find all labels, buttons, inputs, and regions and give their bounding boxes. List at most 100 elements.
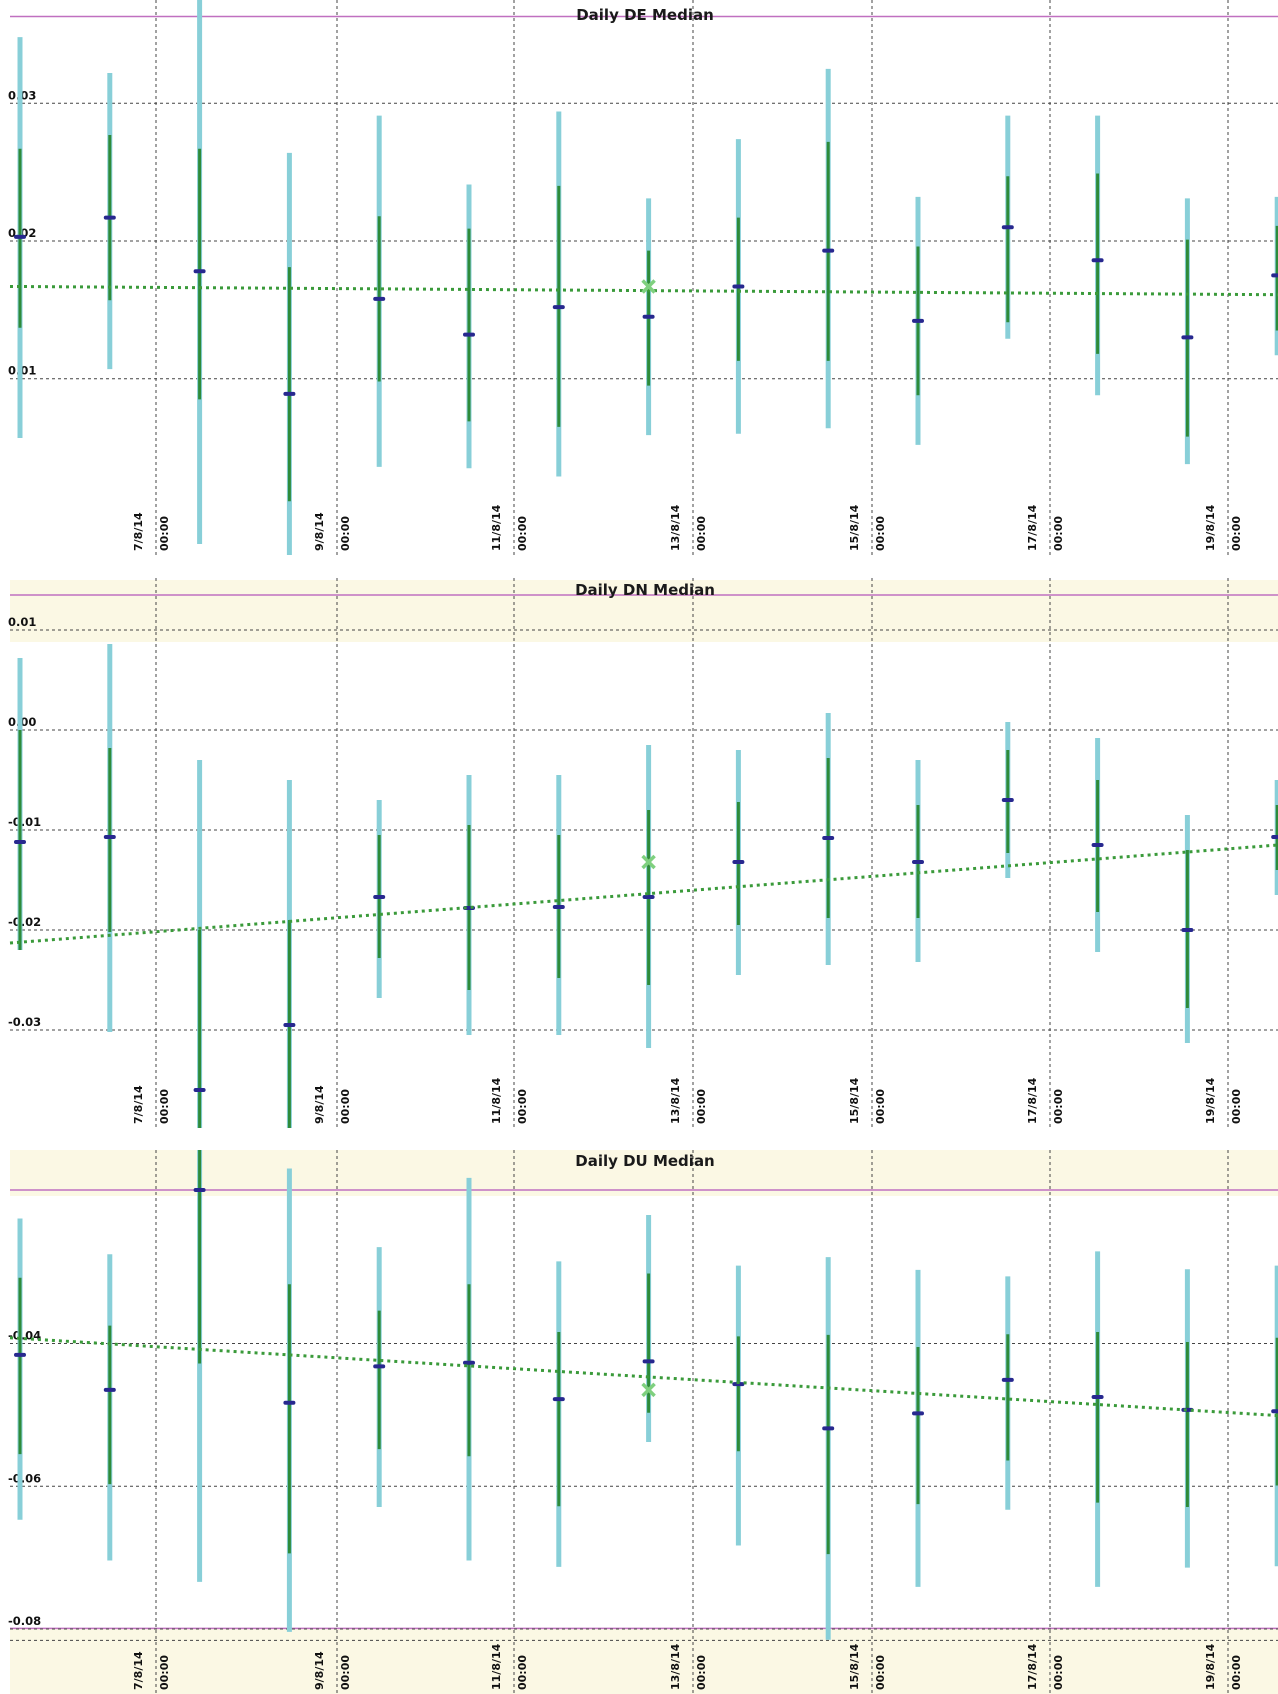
x-tick-date: 13/8/14 (669, 504, 682, 551)
median-marker (283, 1400, 296, 1405)
x-tick-time: 00:00 (695, 1089, 708, 1124)
median-marker (193, 269, 206, 274)
x-tick-time: 00:00 (1052, 1089, 1065, 1124)
highlight-marker (641, 1382, 656, 1398)
median-marker (912, 318, 924, 323)
x-tick-time: 00:00 (874, 1089, 887, 1124)
x-tick-time: 00:00 (695, 1655, 708, 1690)
median-marker (14, 840, 26, 844)
x-tick-time: 00:00 (1052, 1655, 1065, 1690)
trend-line (9, 1336, 1278, 1418)
x-tick-time: 00:00 (158, 1655, 171, 1690)
chart-panel-1: 0.030.020.017/8/1400:009/8/1400:0011/8/1… (8, 0, 1278, 555)
median-marker (373, 1364, 386, 1369)
median-marker (463, 332, 475, 337)
y-tick-label: -0.01 (8, 815, 41, 829)
x-tick-time: 00:00 (516, 1089, 529, 1124)
median-marker (373, 296, 386, 301)
median-marker (912, 860, 924, 864)
x-tick-date: 9/8/14 (313, 1651, 326, 1690)
median-marker (1271, 273, 1278, 278)
x-tick-date: 9/8/14 (313, 512, 326, 551)
x-tick-date: 7/8/14 (132, 1651, 145, 1690)
median-marker (193, 1088, 206, 1092)
median-marker (552, 1397, 565, 1402)
x-tick-date: 19/8/14 (1204, 1643, 1217, 1690)
x-tick-date: 9/8/14 (313, 1085, 326, 1124)
x-tick-date: 11/8/14 (490, 1077, 503, 1124)
x-tick-time: 00:00 (516, 1655, 529, 1690)
x-tick-time: 00:00 (516, 516, 529, 551)
highlight-marker (641, 279, 656, 294)
median-marker (463, 1360, 475, 1365)
median-marker (193, 1187, 206, 1192)
x-tick-time: 00:00 (1230, 516, 1243, 551)
y-tick-label: 0.01 (8, 615, 36, 629)
median-marker (642, 1359, 655, 1364)
x-tick-time: 00:00 (1052, 516, 1065, 551)
median-marker (1091, 843, 1104, 847)
x-tick-time: 00:00 (874, 1655, 887, 1690)
median-marker (732, 860, 745, 864)
x-tick-time: 00:00 (158, 1089, 171, 1124)
median-marker (103, 835, 116, 839)
median-marker (283, 391, 296, 396)
median-marker (1091, 258, 1104, 263)
chart-title: Daily DU Median (575, 1152, 715, 1170)
x-tick-time: 00:00 (695, 516, 708, 551)
title-band (10, 580, 1278, 642)
x-tick-date: 19/8/14 (1204, 1077, 1217, 1124)
x-tick-date: 11/8/14 (490, 1643, 503, 1690)
x-tick-date: 15/8/14 (848, 1643, 861, 1690)
median-marker (1001, 1377, 1014, 1382)
median-marker (283, 1023, 296, 1027)
x-tick-date: 17/8/14 (1026, 504, 1039, 551)
y-tick-label: -0.02 (8, 915, 41, 929)
median-marker (14, 1352, 26, 1357)
x-tick-time: 00:00 (158, 516, 171, 551)
x-tick-date: 7/8/14 (132, 512, 145, 551)
median-marker (1271, 1409, 1278, 1414)
median-marker (822, 836, 835, 840)
median-marker (373, 895, 386, 899)
median-marker (103, 215, 116, 220)
y-tick-label: -0.08 (8, 1614, 41, 1628)
median-marker (732, 284, 745, 289)
lower-band (10, 1628, 1278, 1694)
y-tick-label: -0.06 (8, 1471, 41, 1485)
x-tick-time: 00:00 (1230, 1089, 1243, 1124)
title-band (10, 1150, 1278, 1196)
trend-line (9, 843, 1278, 945)
median-marker (732, 1382, 745, 1387)
median-marker (822, 248, 835, 253)
x-tick-date: 17/8/14 (1026, 1643, 1039, 1690)
chart-title: Daily DE Median (576, 6, 714, 24)
highlight-marker (641, 854, 656, 870)
trend-line (9, 284, 1278, 297)
median-marker (1181, 928, 1194, 932)
chart-panel-2: 0.010.00-0.01-0.02-0.037/8/1400:009/8/14… (8, 578, 1278, 1128)
median-marker (552, 305, 565, 310)
x-tick-time: 00:00 (874, 516, 887, 551)
x-tick-date: 11/8/14 (490, 504, 503, 551)
x-tick-date: 15/8/14 (848, 504, 861, 551)
median-marker (912, 1411, 924, 1416)
x-tick-time: 00:00 (339, 516, 352, 551)
median-marker (1001, 225, 1014, 230)
median-marker (1001, 798, 1014, 802)
median-marker (1091, 1395, 1104, 1400)
x-tick-date: 13/8/14 (669, 1077, 682, 1124)
y-tick-label: -0.03 (8, 1015, 41, 1029)
x-tick-date: 15/8/14 (848, 1077, 861, 1124)
y-tick-label: -0.04 (8, 1328, 41, 1342)
median-marker (14, 234, 26, 239)
x-tick-time: 00:00 (339, 1655, 352, 1690)
x-tick-date: 19/8/14 (1204, 504, 1217, 551)
x-tick-date: 17/8/14 (1026, 1077, 1039, 1124)
x-tick-time: 00:00 (339, 1089, 352, 1124)
median-marker (103, 1387, 116, 1392)
median-marker (552, 905, 565, 909)
median-marker (1181, 335, 1194, 340)
